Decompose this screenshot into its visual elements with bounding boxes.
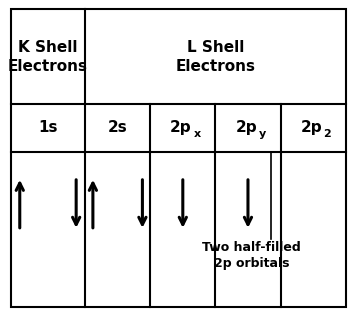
Text: 2s: 2s bbox=[108, 120, 127, 136]
Text: 2: 2 bbox=[324, 129, 331, 139]
Text: y: y bbox=[259, 129, 266, 139]
Text: 2p: 2p bbox=[235, 120, 257, 136]
Text: L Shell
Electrons: L Shell Electrons bbox=[176, 40, 255, 74]
Text: 2p: 2p bbox=[300, 120, 322, 136]
Text: K Shell
Electrons: K Shell Electrons bbox=[8, 40, 88, 74]
Text: 1s: 1s bbox=[38, 120, 58, 136]
Text: x: x bbox=[194, 129, 201, 139]
Text: Two half-filled
2p orbitals: Two half-filled 2p orbitals bbox=[202, 241, 301, 270]
Text: 2p: 2p bbox=[170, 120, 192, 136]
